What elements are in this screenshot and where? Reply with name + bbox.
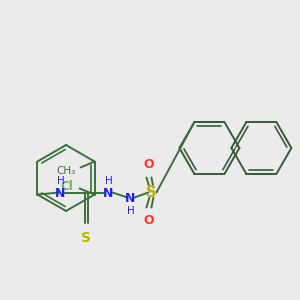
Text: CH₃: CH₃ xyxy=(56,166,76,176)
Text: H: H xyxy=(127,206,134,215)
Text: S: S xyxy=(146,185,157,200)
Text: S: S xyxy=(81,230,92,244)
Text: H: H xyxy=(56,176,64,185)
Text: O: O xyxy=(143,214,154,226)
Text: N: N xyxy=(55,187,66,200)
Text: N: N xyxy=(103,187,114,200)
Text: O: O xyxy=(143,158,154,172)
Text: Cl: Cl xyxy=(61,180,74,193)
Text: N: N xyxy=(125,192,136,205)
Text: H: H xyxy=(104,176,112,185)
